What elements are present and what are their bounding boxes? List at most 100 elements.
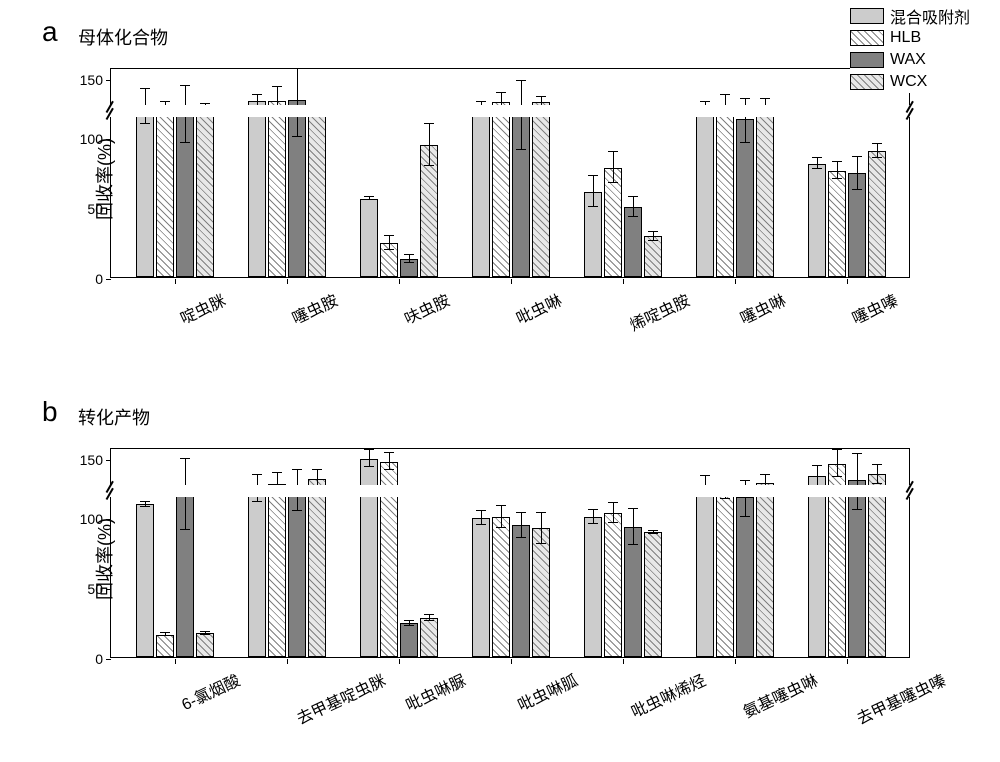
error-cap [608,522,618,523]
xtick-mark [287,659,288,664]
xtick-mark [623,659,624,664]
error-cap [740,98,750,99]
error-bar [429,124,430,166]
error-cap [648,231,658,232]
bar-wcx [196,108,214,277]
bar-mixed [696,108,714,277]
plot-area-a: 回收率(%) 050100150啶虫脒噻虫胺呋虫胺吡虫啉烯啶虫胺噻虫啉噻虫嗪 [110,68,910,278]
error-cap [812,157,822,158]
error-cap [404,625,414,626]
ytick-mark [106,460,111,461]
xtick-label: 噻虫啉 [735,287,789,329]
error-cap [648,530,658,531]
error-cap [384,469,394,470]
error-cap [516,149,526,150]
ytick-label: 150 [63,72,103,88]
error-cap [628,216,638,217]
bar-mixed [696,486,714,657]
bar-hlb [156,635,174,657]
legend-label: WAX [890,51,926,69]
error-cap [180,85,190,86]
error-cap [312,469,322,470]
error-cap [588,509,598,510]
error-cap [516,537,526,538]
error-cap [588,175,598,176]
ytick-label: 100 [63,511,103,527]
bar-wax [512,525,530,657]
error-cap [384,452,394,453]
ytick-label: 100 [63,131,103,147]
panel-b: b 转化产物 回收率(%) 0501001506-氯烟酸去甲基啶虫脒吡虫啉脲吡虫… [70,400,970,740]
ytick-mark [106,659,111,660]
legend-swatch [850,52,884,68]
bar-mixed [808,476,826,657]
error-bar [877,465,878,484]
bar-hlb [716,105,734,277]
xtick-label: 吡虫啉 [511,287,565,329]
error-cap [404,620,414,621]
error-cap [852,453,862,454]
error-cap [852,189,862,190]
axis-break-mark [105,483,117,499]
error-cap [720,498,730,499]
bar-wcx [532,102,550,277]
error-cap [740,142,750,143]
xtick-label: 6-氯烟酸 [177,667,244,715]
ytick-label: 0 [63,651,103,667]
bar-mixed [584,517,602,657]
error-bar [297,69,298,137]
bar-wax [288,488,306,657]
error-cap [608,502,618,503]
legend-row: HLB [850,27,970,49]
xtick-label: 吡虫啉胍 [513,667,581,716]
error-cap [608,151,618,152]
error-bar [389,453,390,470]
error-cap [180,529,190,530]
error-cap [496,505,506,506]
ytick-mark [106,80,111,81]
legend-swatch [850,74,884,90]
xtick-mark [623,279,624,284]
error-cap [536,543,546,544]
error-cap [200,103,210,104]
error-cap [180,458,190,459]
error-cap [200,631,210,632]
xtick-mark [511,279,512,284]
panel-a-title: 母体化合物 [78,24,168,50]
error-cap [160,632,170,633]
error-bar [857,157,858,191]
error-cap [140,88,150,89]
error-bar [501,506,502,528]
bar-wcx [644,236,662,277]
error-bar [633,509,634,545]
bar-wax [624,207,642,277]
xtick-mark [287,279,288,284]
xtick-mark [175,279,176,284]
error-cap [740,516,750,517]
error-cap [832,178,842,179]
error-cap [424,620,434,621]
bar-hlb [604,168,622,277]
error-cap [832,476,842,477]
xtick-label: 去甲基噻虫嗪 [852,667,949,729]
bar-mixed [136,105,154,277]
ytick-mark [106,589,111,590]
bar-wcx [868,474,886,657]
bar-hlb [156,107,174,277]
panel-b-title: 转化产物 [78,404,150,430]
error-cap [160,635,170,636]
bar-hlb [716,492,734,657]
bar-hlb [604,513,622,657]
error-cap [648,533,658,534]
error-cap [252,474,262,475]
error-bar [389,236,390,250]
ytick-mark [106,209,111,210]
error-cap [872,483,882,484]
bar-hlb [828,171,846,277]
error-cap [628,544,638,545]
bar-hlb [492,517,510,657]
error-cap [516,80,526,81]
xtick-mark [399,659,400,664]
xtick-mark [735,659,736,664]
error-cap [608,182,618,183]
